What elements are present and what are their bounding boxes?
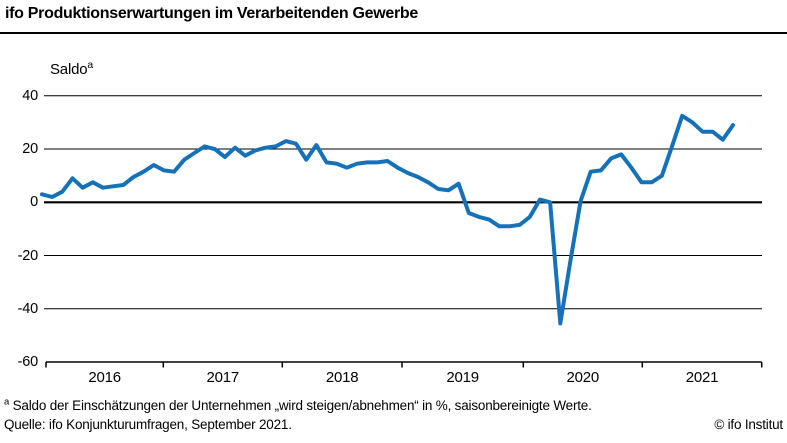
page-title: ifo Produktionserwartungen im Verarbeite… <box>5 5 418 22</box>
x-axis-tick-label: 2020 <box>566 369 600 386</box>
y-axis-tick-label: -20 <box>17 247 39 264</box>
data-line-produktionserwartungen <box>40 113 735 326</box>
x-axis-tick-label: 2019 <box>446 369 479 386</box>
x-axis-tick-label: 2017 <box>206 369 240 386</box>
y-axis-unit-label: Saldoa <box>50 59 94 78</box>
x-axis-tick-label: 2016 <box>88 369 121 386</box>
y-axis-tick-label: 20 <box>22 141 38 158</box>
x-axis-tick-label: 2018 <box>325 369 359 386</box>
y-axis-tick-label: -60 <box>17 354 39 371</box>
y-axis-tick-label: 0 <box>30 194 38 211</box>
y-axis-tick-label: -40 <box>17 300 39 317</box>
y-axis-tick-label: 40 <box>22 87 38 104</box>
title-divider <box>0 32 787 34</box>
source-text: Quelle: ifo Konjunkturumfragen, Septembe… <box>4 417 292 432</box>
source-row: Quelle: ifo Konjunkturumfragen, Septembe… <box>4 417 783 434</box>
x-axis-tick-label: 2021 <box>685 369 719 386</box>
copyright-text: © ifo Institut <box>714 417 783 432</box>
footnote: a Saldo der Einschätzungen der Unternehm… <box>4 396 592 413</box>
